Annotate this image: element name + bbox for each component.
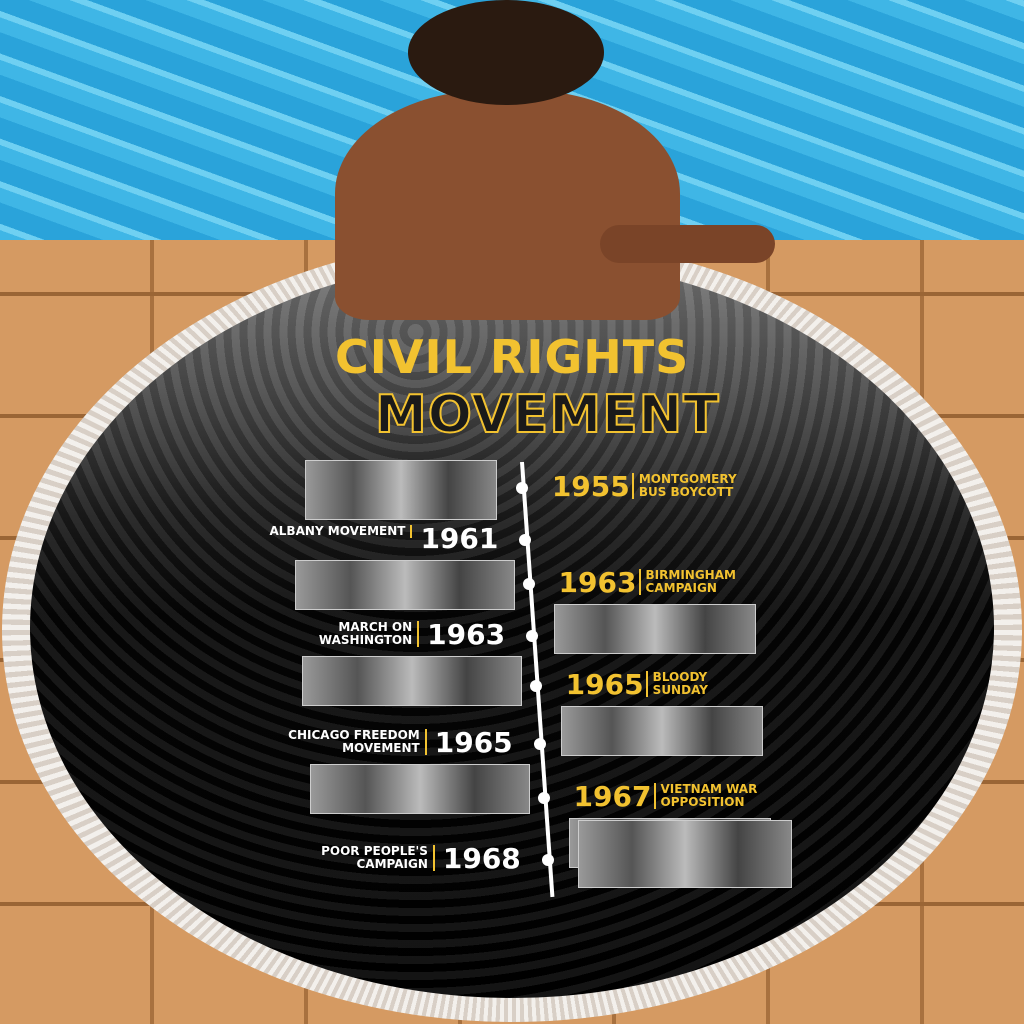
timeline-year: 1965 — [434, 726, 513, 759]
timeline-year: 1961 — [420, 522, 499, 555]
timeline-label: BIRMINGHAM CAMPAIGN — [638, 569, 756, 595]
timeline-year: 1967 — [573, 780, 652, 813]
timeline-dot — [529, 680, 542, 692]
timeline-photo — [295, 560, 516, 610]
woman-hair — [408, 0, 604, 105]
timeline-dot — [526, 630, 539, 642]
round-beach-towel — [30, 258, 994, 998]
crowd-photo-background — [30, 258, 994, 998]
timeline-dot — [541, 854, 554, 866]
woman-back — [335, 90, 680, 320]
timeline-label: CHICAGO FREEDOM MOVEMENT — [270, 729, 427, 755]
timeline-label: VIETNAM WAR OPPOSITION — [653, 783, 771, 809]
woman-arm — [600, 225, 775, 263]
timeline-dot — [522, 578, 535, 590]
timeline-dot — [515, 482, 528, 494]
timeline-dot — [533, 738, 546, 750]
timeline-year: 1965 — [565, 668, 644, 701]
timeline-year: 1963 — [558, 566, 637, 599]
timeline-year: 1955 — [551, 470, 630, 503]
timeline-dot — [519, 534, 532, 546]
timeline-photo — [302, 656, 523, 706]
timeline-photo — [305, 460, 497, 520]
timeline-photo — [560, 706, 763, 756]
timeline-year: 1963 — [427, 618, 506, 651]
timeline-label: POOR PEOPLE'S CAMPAIGN — [278, 845, 435, 871]
timeline-year: 1968 — [442, 842, 521, 875]
timeline-label: MARCH ON WASHINGTON — [262, 621, 420, 647]
timeline-label: BLOODY SUNDAY — [645, 671, 763, 697]
timeline-photo — [553, 604, 756, 654]
timeline-label: ALBANY MOVEMENT — [255, 525, 413, 538]
timeline-label: MONTGOMERY BUS BOYCOTT — [631, 473, 749, 499]
timeline-photo — [578, 820, 792, 888]
title-line1: CIVIL RIGHTS — [335, 330, 690, 384]
timeline-photo — [309, 764, 530, 814]
timeline-dot — [537, 792, 550, 804]
title-line2: MOVEMENT — [374, 384, 720, 446]
